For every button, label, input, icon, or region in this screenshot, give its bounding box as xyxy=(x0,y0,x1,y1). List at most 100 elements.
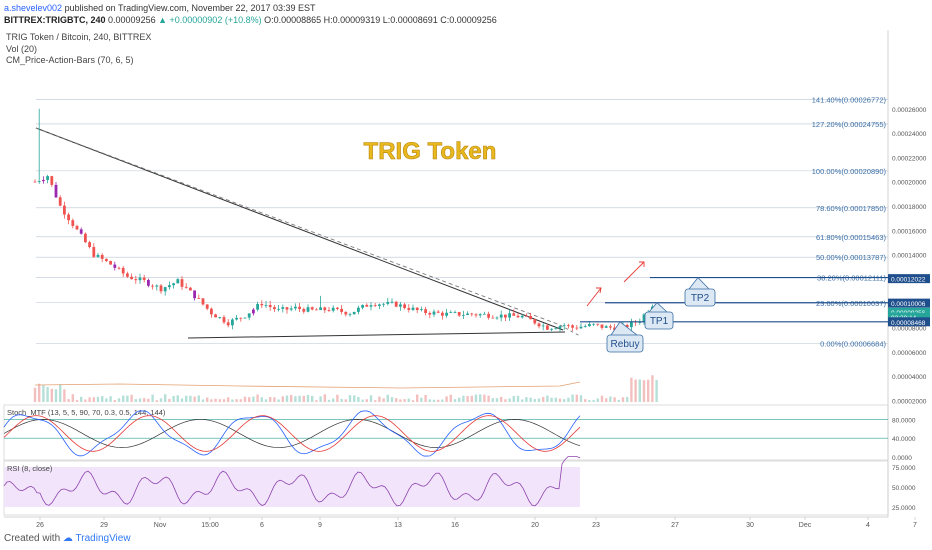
callout-label: Rebuy xyxy=(611,339,640,350)
volume-bar xyxy=(542,396,545,402)
candle-body xyxy=(138,277,142,281)
stoch-label: Stoch_MTF (13, 5, 5, 90, 70, 0.3, 0.5, 1… xyxy=(7,408,166,417)
volume-bar xyxy=(462,395,465,402)
candle-body xyxy=(533,319,537,324)
candle-body xyxy=(252,309,255,314)
time-axis[interactable]: 26 29 Nov 15:00 6 9 13 16 20 23 27 30 Dec 4 7 xyxy=(36,517,917,529)
volume-bar xyxy=(336,394,339,402)
candle-body xyxy=(134,279,138,281)
volume-bar xyxy=(453,399,457,402)
chart-title: TRIG Token xyxy=(364,138,497,165)
volume-bar xyxy=(54,389,58,402)
symbol-text: BITTREX:TRIGBTC, 240 xyxy=(4,15,106,25)
fib-level-label: 141.40%(0.00026772) xyxy=(812,95,887,104)
volume-bar xyxy=(277,399,280,402)
price-change: ▲ +0.00000902 (+10.8%) xyxy=(158,15,262,25)
volume-bar xyxy=(416,394,419,402)
volume-bar xyxy=(319,396,322,402)
candle-body xyxy=(50,176,54,185)
candle-body xyxy=(348,314,352,316)
price-axis[interactable]: 0.00026000 0.00024000 0.00022000 0.00020000… xyxy=(888,107,930,406)
volume-bar xyxy=(575,394,578,402)
volume-bar xyxy=(470,395,473,402)
candle-body xyxy=(222,317,226,323)
candle-body xyxy=(508,313,511,318)
volume-bar xyxy=(155,400,158,402)
tradingview-brand[interactable]: TradingView xyxy=(75,533,131,544)
price-badge xyxy=(888,307,930,317)
candle-body xyxy=(67,214,70,221)
rsi-tick: 75.0000 xyxy=(892,465,916,472)
volume-bar xyxy=(382,398,385,402)
volume-bar xyxy=(327,399,331,402)
arrow-up-1 xyxy=(586,287,602,307)
price-tick-label: 0.00026000 xyxy=(892,107,927,114)
volume-bar xyxy=(168,398,171,402)
volume-bar xyxy=(407,398,410,402)
candle-body xyxy=(445,312,448,316)
legend-title: TRIG Token / Bitcoin, 240, BITTREX xyxy=(6,32,152,42)
candle-body xyxy=(411,307,415,310)
volume-bar xyxy=(269,397,272,402)
volume-bar xyxy=(483,394,486,402)
stoch-panel: Stoch_MTF (13, 5, 5, 90, 70, 0.3, 0.5, 1… xyxy=(3,408,916,462)
volume-bar xyxy=(281,396,284,402)
candle-body xyxy=(483,313,486,315)
volume-bar xyxy=(458,397,461,402)
legend-vol[interactable]: Vol (20) xyxy=(6,43,38,54)
candle-body xyxy=(579,326,583,329)
volume-bar xyxy=(101,396,104,402)
candle-body xyxy=(323,307,327,311)
candle-body xyxy=(210,308,213,315)
volume-bar xyxy=(437,399,440,402)
price-tick-label: 0.00014000 xyxy=(892,253,927,260)
time-tick-label: 26 xyxy=(36,522,44,529)
volume-bar xyxy=(46,387,49,402)
volume-bar xyxy=(180,398,184,402)
candle-body xyxy=(142,277,146,280)
candle-body xyxy=(281,307,285,309)
volume-bar xyxy=(441,399,444,402)
time-tick-label: 16 xyxy=(451,522,459,529)
ohlc-values: O:0.00008865 H:0.00009319 L:0.00008691 C… xyxy=(264,15,497,25)
callout-label: TP1 xyxy=(650,316,669,327)
candle-body xyxy=(197,298,201,299)
candle-body xyxy=(176,279,180,284)
candle-body xyxy=(642,314,646,323)
rsi-tick: 25.0000 xyxy=(892,505,916,512)
last-price: 0.00009256 xyxy=(108,15,156,25)
volume-bar xyxy=(655,379,658,402)
volume-bar xyxy=(546,395,549,402)
candle-body xyxy=(147,279,150,286)
volume-bar xyxy=(113,400,116,402)
stoch-d-line xyxy=(3,415,581,452)
volume-bar xyxy=(214,398,217,402)
volume-bar xyxy=(563,399,566,402)
volume-bar xyxy=(516,395,520,402)
callout-pointer xyxy=(688,276,710,290)
volume-bar xyxy=(298,395,301,402)
volume-bar xyxy=(609,396,612,402)
volume-bar xyxy=(264,399,268,402)
author-link[interactable]: a.shevelev002 xyxy=(4,3,63,13)
volume-bar xyxy=(357,396,360,402)
candle-body xyxy=(319,307,322,311)
rsi-panel: RSI (8, close) 75.0000 50.0000 25.0000 xyxy=(3,456,916,512)
volume-bar xyxy=(130,394,133,402)
candle-body xyxy=(336,307,339,309)
volume-bar xyxy=(252,396,255,402)
candle-body xyxy=(378,304,381,306)
candle-body xyxy=(432,311,436,315)
volume-bar xyxy=(584,399,587,402)
stoch-tick: 0.0000 xyxy=(892,455,912,462)
volume-bar xyxy=(533,399,536,402)
candles xyxy=(33,108,658,332)
volume-bar xyxy=(626,396,629,402)
legend-indicator[interactable]: CM_Price-Action-Bars (70, 6, 5) xyxy=(6,55,134,65)
volume-bar xyxy=(122,395,125,402)
candle-body xyxy=(243,317,247,319)
volume-bar xyxy=(80,396,83,402)
volume-bar xyxy=(600,395,604,402)
candle-body xyxy=(130,276,133,280)
time-tick-label: 27 xyxy=(671,522,679,529)
